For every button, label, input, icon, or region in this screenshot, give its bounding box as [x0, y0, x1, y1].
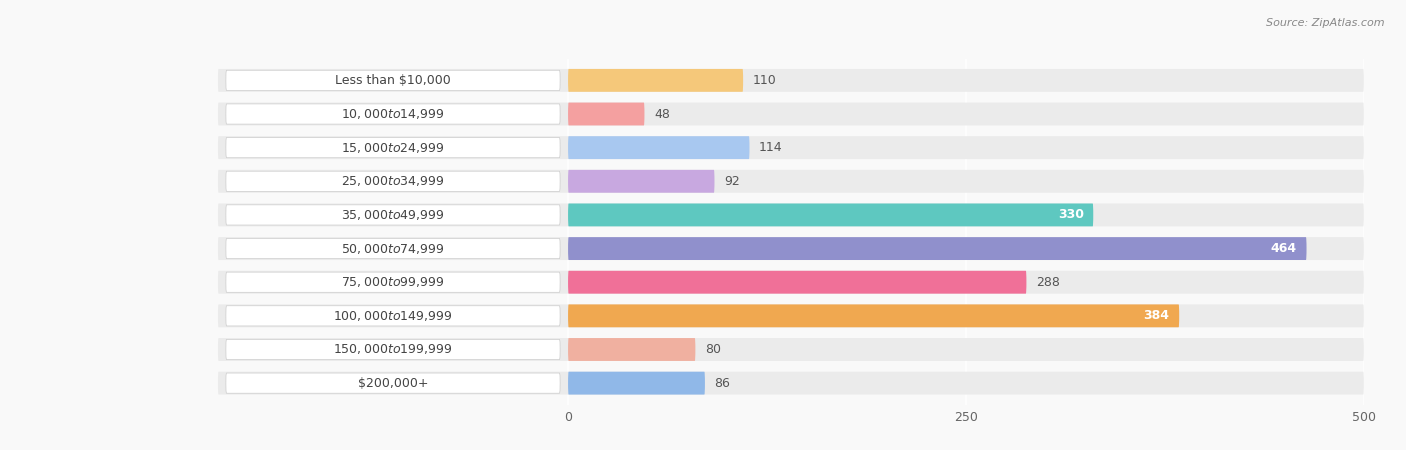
Text: $150,000 to $199,999: $150,000 to $199,999: [333, 342, 453, 356]
FancyBboxPatch shape: [568, 136, 749, 159]
Text: $10,000 to $14,999: $10,000 to $14,999: [342, 107, 444, 121]
FancyBboxPatch shape: [568, 304, 1180, 327]
FancyBboxPatch shape: [218, 170, 1364, 193]
Text: $15,000 to $24,999: $15,000 to $24,999: [342, 141, 444, 155]
Text: Source: ZipAtlas.com: Source: ZipAtlas.com: [1267, 18, 1385, 28]
Text: FAMILY INCOME BRACKETS IN DECATUR COUNTY: FAMILY INCOME BRACKETS IN DECATUR COUNTY: [176, 0, 626, 4]
Text: 288: 288: [1036, 276, 1060, 289]
Text: Less than $10,000: Less than $10,000: [335, 74, 451, 87]
FancyBboxPatch shape: [568, 237, 1306, 260]
Text: 110: 110: [752, 74, 776, 87]
FancyBboxPatch shape: [568, 271, 1026, 294]
FancyBboxPatch shape: [568, 170, 714, 193]
FancyBboxPatch shape: [218, 203, 1364, 226]
Text: $200,000+: $200,000+: [357, 377, 429, 390]
Text: $50,000 to $74,999: $50,000 to $74,999: [342, 242, 444, 256]
FancyBboxPatch shape: [568, 372, 704, 395]
Text: 330: 330: [1057, 208, 1084, 221]
FancyBboxPatch shape: [226, 138, 560, 158]
FancyBboxPatch shape: [218, 136, 1364, 159]
FancyBboxPatch shape: [568, 338, 696, 361]
FancyBboxPatch shape: [226, 373, 560, 393]
Text: 86: 86: [714, 377, 730, 390]
Text: $25,000 to $34,999: $25,000 to $34,999: [342, 174, 444, 188]
Text: 464: 464: [1271, 242, 1296, 255]
Text: 80: 80: [704, 343, 721, 356]
FancyBboxPatch shape: [226, 104, 560, 124]
FancyBboxPatch shape: [226, 205, 560, 225]
FancyBboxPatch shape: [218, 271, 1364, 294]
FancyBboxPatch shape: [226, 171, 560, 191]
FancyBboxPatch shape: [568, 69, 744, 92]
FancyBboxPatch shape: [226, 339, 560, 360]
Text: $100,000 to $149,999: $100,000 to $149,999: [333, 309, 453, 323]
FancyBboxPatch shape: [568, 103, 644, 126]
FancyBboxPatch shape: [226, 272, 560, 292]
Text: $35,000 to $49,999: $35,000 to $49,999: [342, 208, 444, 222]
Text: 92: 92: [724, 175, 740, 188]
Text: $75,000 to $99,999: $75,000 to $99,999: [342, 275, 444, 289]
FancyBboxPatch shape: [226, 238, 560, 259]
FancyBboxPatch shape: [218, 338, 1364, 361]
FancyBboxPatch shape: [226, 70, 560, 90]
FancyBboxPatch shape: [218, 304, 1364, 327]
FancyBboxPatch shape: [218, 372, 1364, 395]
Text: 48: 48: [654, 108, 669, 121]
FancyBboxPatch shape: [218, 103, 1364, 126]
Text: 384: 384: [1143, 309, 1170, 322]
FancyBboxPatch shape: [218, 237, 1364, 260]
FancyBboxPatch shape: [218, 69, 1364, 92]
FancyBboxPatch shape: [226, 306, 560, 326]
FancyBboxPatch shape: [568, 203, 1094, 226]
Text: 114: 114: [759, 141, 783, 154]
